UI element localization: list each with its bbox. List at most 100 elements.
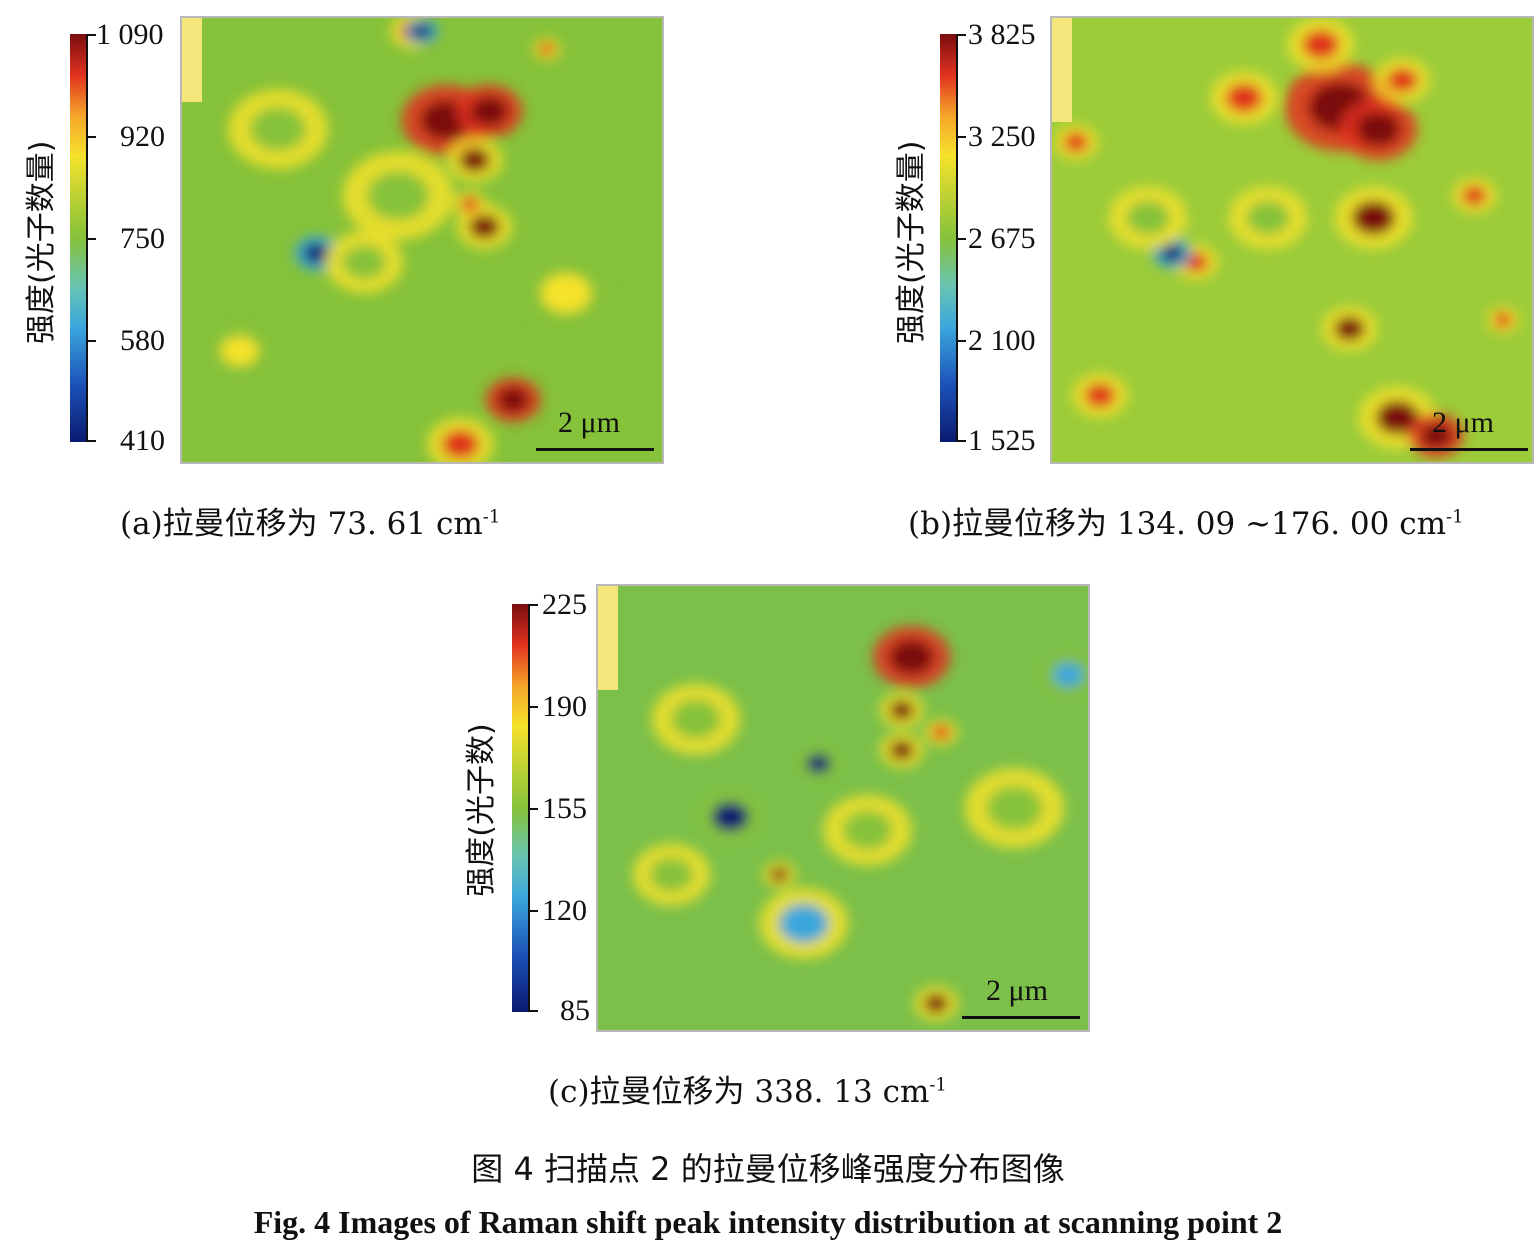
heatmap-a-hotspot (250, 107, 306, 151)
colorbar-c-tick (528, 604, 538, 606)
heatmap-a-hotspot (441, 429, 480, 459)
heatmap-a-svg (182, 18, 662, 462)
heatmap-c-hotspot (711, 802, 749, 832)
heatmap-c-hotspot (842, 810, 893, 850)
caption-c-text: (c)拉曼位移为 338. 13 cm (548, 1074, 930, 1110)
colorbar-c-ticklabel: 155 (542, 792, 587, 825)
heatmap-a-hotspot (303, 243, 329, 264)
heatmap-b-hotspot (1334, 316, 1366, 342)
heatmap-a-hotspot (412, 23, 432, 39)
scale-bar-c (962, 1016, 1080, 1019)
colorbar-b-ticklabel: 2 100 (968, 324, 1036, 357)
heatmap-b-hotspot (1084, 383, 1116, 408)
colorbar-b-tick (956, 238, 966, 240)
scale-bar-b (1410, 448, 1528, 451)
heatmap-a-hotspot (539, 42, 555, 56)
colorbar-c (512, 604, 528, 1012)
colorbar-b-ticklabel: 3 250 (968, 120, 1036, 153)
heatmap-c-hotspot (769, 867, 789, 882)
heatmap-c-hotspot (889, 639, 934, 675)
caption-b-sup: -1 (1445, 506, 1464, 528)
colorbar-c-tick (528, 706, 538, 708)
heatmap-a-hotspot (220, 336, 259, 366)
heatmap-a-hotspot (541, 273, 591, 313)
colorbar-a-ticklabel: 1 090 (96, 18, 164, 51)
colorbar-b-ticklabel: 3 825 (968, 18, 1036, 51)
heatmap-b-hotspot (1351, 200, 1396, 235)
heatmap-c-hotspot (923, 993, 949, 1014)
colorbar-b-tick (956, 340, 966, 342)
colorbar-a-ticklabel: 410 (120, 424, 165, 457)
colorbar-a (70, 34, 86, 442)
heatmap-b-hotspot (1386, 67, 1418, 93)
heatmap-b: 2 μm (1050, 16, 1534, 464)
colorbar-b-ticklabel: 2 675 (968, 222, 1036, 255)
colorbar-a-tick (86, 340, 96, 342)
colorbar-b-label: 强度(光子数量) (894, 140, 929, 344)
heatmap-c-svg (598, 586, 1088, 1030)
colorbar-b-ticklabel: 1 525 (968, 424, 1036, 457)
heatmap-a-hotspot (497, 387, 529, 413)
heatmap-a-hotspot (468, 214, 500, 239)
heatmap-c-hotspot (806, 753, 831, 774)
heatmap-b-hotspot (1302, 29, 1340, 60)
heatmap-c-hotspot (649, 857, 694, 892)
caption-c: (c)拉曼位移为 338. 13 cm-1 (548, 1066, 947, 1111)
heatmap-b-hotspot (1420, 423, 1452, 448)
colorbar-c-ticklabel: 120 (542, 894, 587, 927)
colorbar-b-tick (956, 440, 966, 442)
colorbar-c-label: 强度(光子数) (464, 723, 499, 897)
colorbar-b (940, 34, 956, 442)
heatmap-b-svg (1052, 18, 1532, 462)
caption-c-sup: -1 (929, 1074, 947, 1096)
caption-b: (b)拉曼位移为 134. 09 ~176. 00 cm-1 (908, 498, 1464, 543)
colorbar-a-ticklabel: 920 (120, 120, 165, 153)
heatmap-b-marker (1052, 18, 1072, 122)
colorbar-a-tick (86, 34, 96, 36)
heatmap-b-hotspot (1375, 400, 1420, 435)
heatmap-a-marker (182, 18, 202, 102)
caption-a: (a)拉曼位移为 73. 61 cm-1 (120, 498, 500, 543)
heatmap-b-hotspot (1161, 244, 1183, 262)
scale-bar-a (536, 448, 654, 451)
heatmap-c-hotspot (671, 699, 721, 739)
caption-b-text: (b)拉曼位移为 134. 09 ~176. 00 cm (908, 506, 1446, 542)
colorbar-b-tick (956, 34, 966, 36)
colorbar-a-tick (86, 238, 96, 240)
scale-label-c: 2 μm (986, 974, 1048, 1007)
caption-a-sup: -1 (482, 506, 501, 528)
heatmap-a: 2 μm (180, 16, 664, 464)
heatmap-b-hotspot (1225, 83, 1263, 113)
heatmap-c-hotspot (889, 740, 915, 761)
colorbar-c-ticklabel: 225 (542, 588, 587, 621)
colorbar-c-tick (528, 910, 538, 912)
heatmap-c-hotspot (931, 725, 951, 740)
heatmap-b-hotspot (1356, 111, 1401, 147)
heatmap-a-background (182, 18, 662, 462)
colorbar-c-tick (528, 808, 538, 810)
heatmap-a-hotspot (460, 197, 480, 212)
heatmap-b-hotspot (1493, 312, 1513, 328)
heatmap-a-hotspot (459, 147, 491, 173)
colorbar-b-tick (956, 136, 966, 138)
heatmap-c-hotspot (1052, 662, 1084, 688)
colorbar-a-ticklabel: 750 (120, 222, 165, 255)
colorbar-a-tick (86, 440, 96, 442)
colorbar-a-ticklabel: 580 (120, 324, 165, 357)
colorbar-c-ticklabel: 190 (542, 690, 587, 723)
heatmap-a-hotspot (366, 171, 430, 221)
scale-label-b: 2 μm (1432, 406, 1494, 439)
heatmap-a-hotspot (470, 96, 508, 126)
heatmap-c: 2 μm (596, 584, 1090, 1032)
colorbar-a-label: 强度(光子数量) (24, 140, 59, 344)
heatmap-b-hotspot (1126, 200, 1170, 235)
caption-a-text: (a)拉曼位移为 73. 61 cm (120, 506, 483, 542)
heatmap-b-hotspot (1246, 200, 1290, 235)
scale-label-a: 2 μm (558, 406, 620, 439)
heatmap-c-marker (598, 586, 618, 690)
figure-title-en: Fig. 4 Images of Raman shift peak intens… (253, 1204, 1283, 1240)
heatmap-c-hotspot (889, 700, 915, 721)
heatmap-b-hotspot (1063, 132, 1089, 153)
figure-title-cn: 图 4 扫描点 2 的拉曼位移峰强度分布图像 (471, 1150, 1065, 1188)
colorbar-a-tick (86, 136, 96, 138)
